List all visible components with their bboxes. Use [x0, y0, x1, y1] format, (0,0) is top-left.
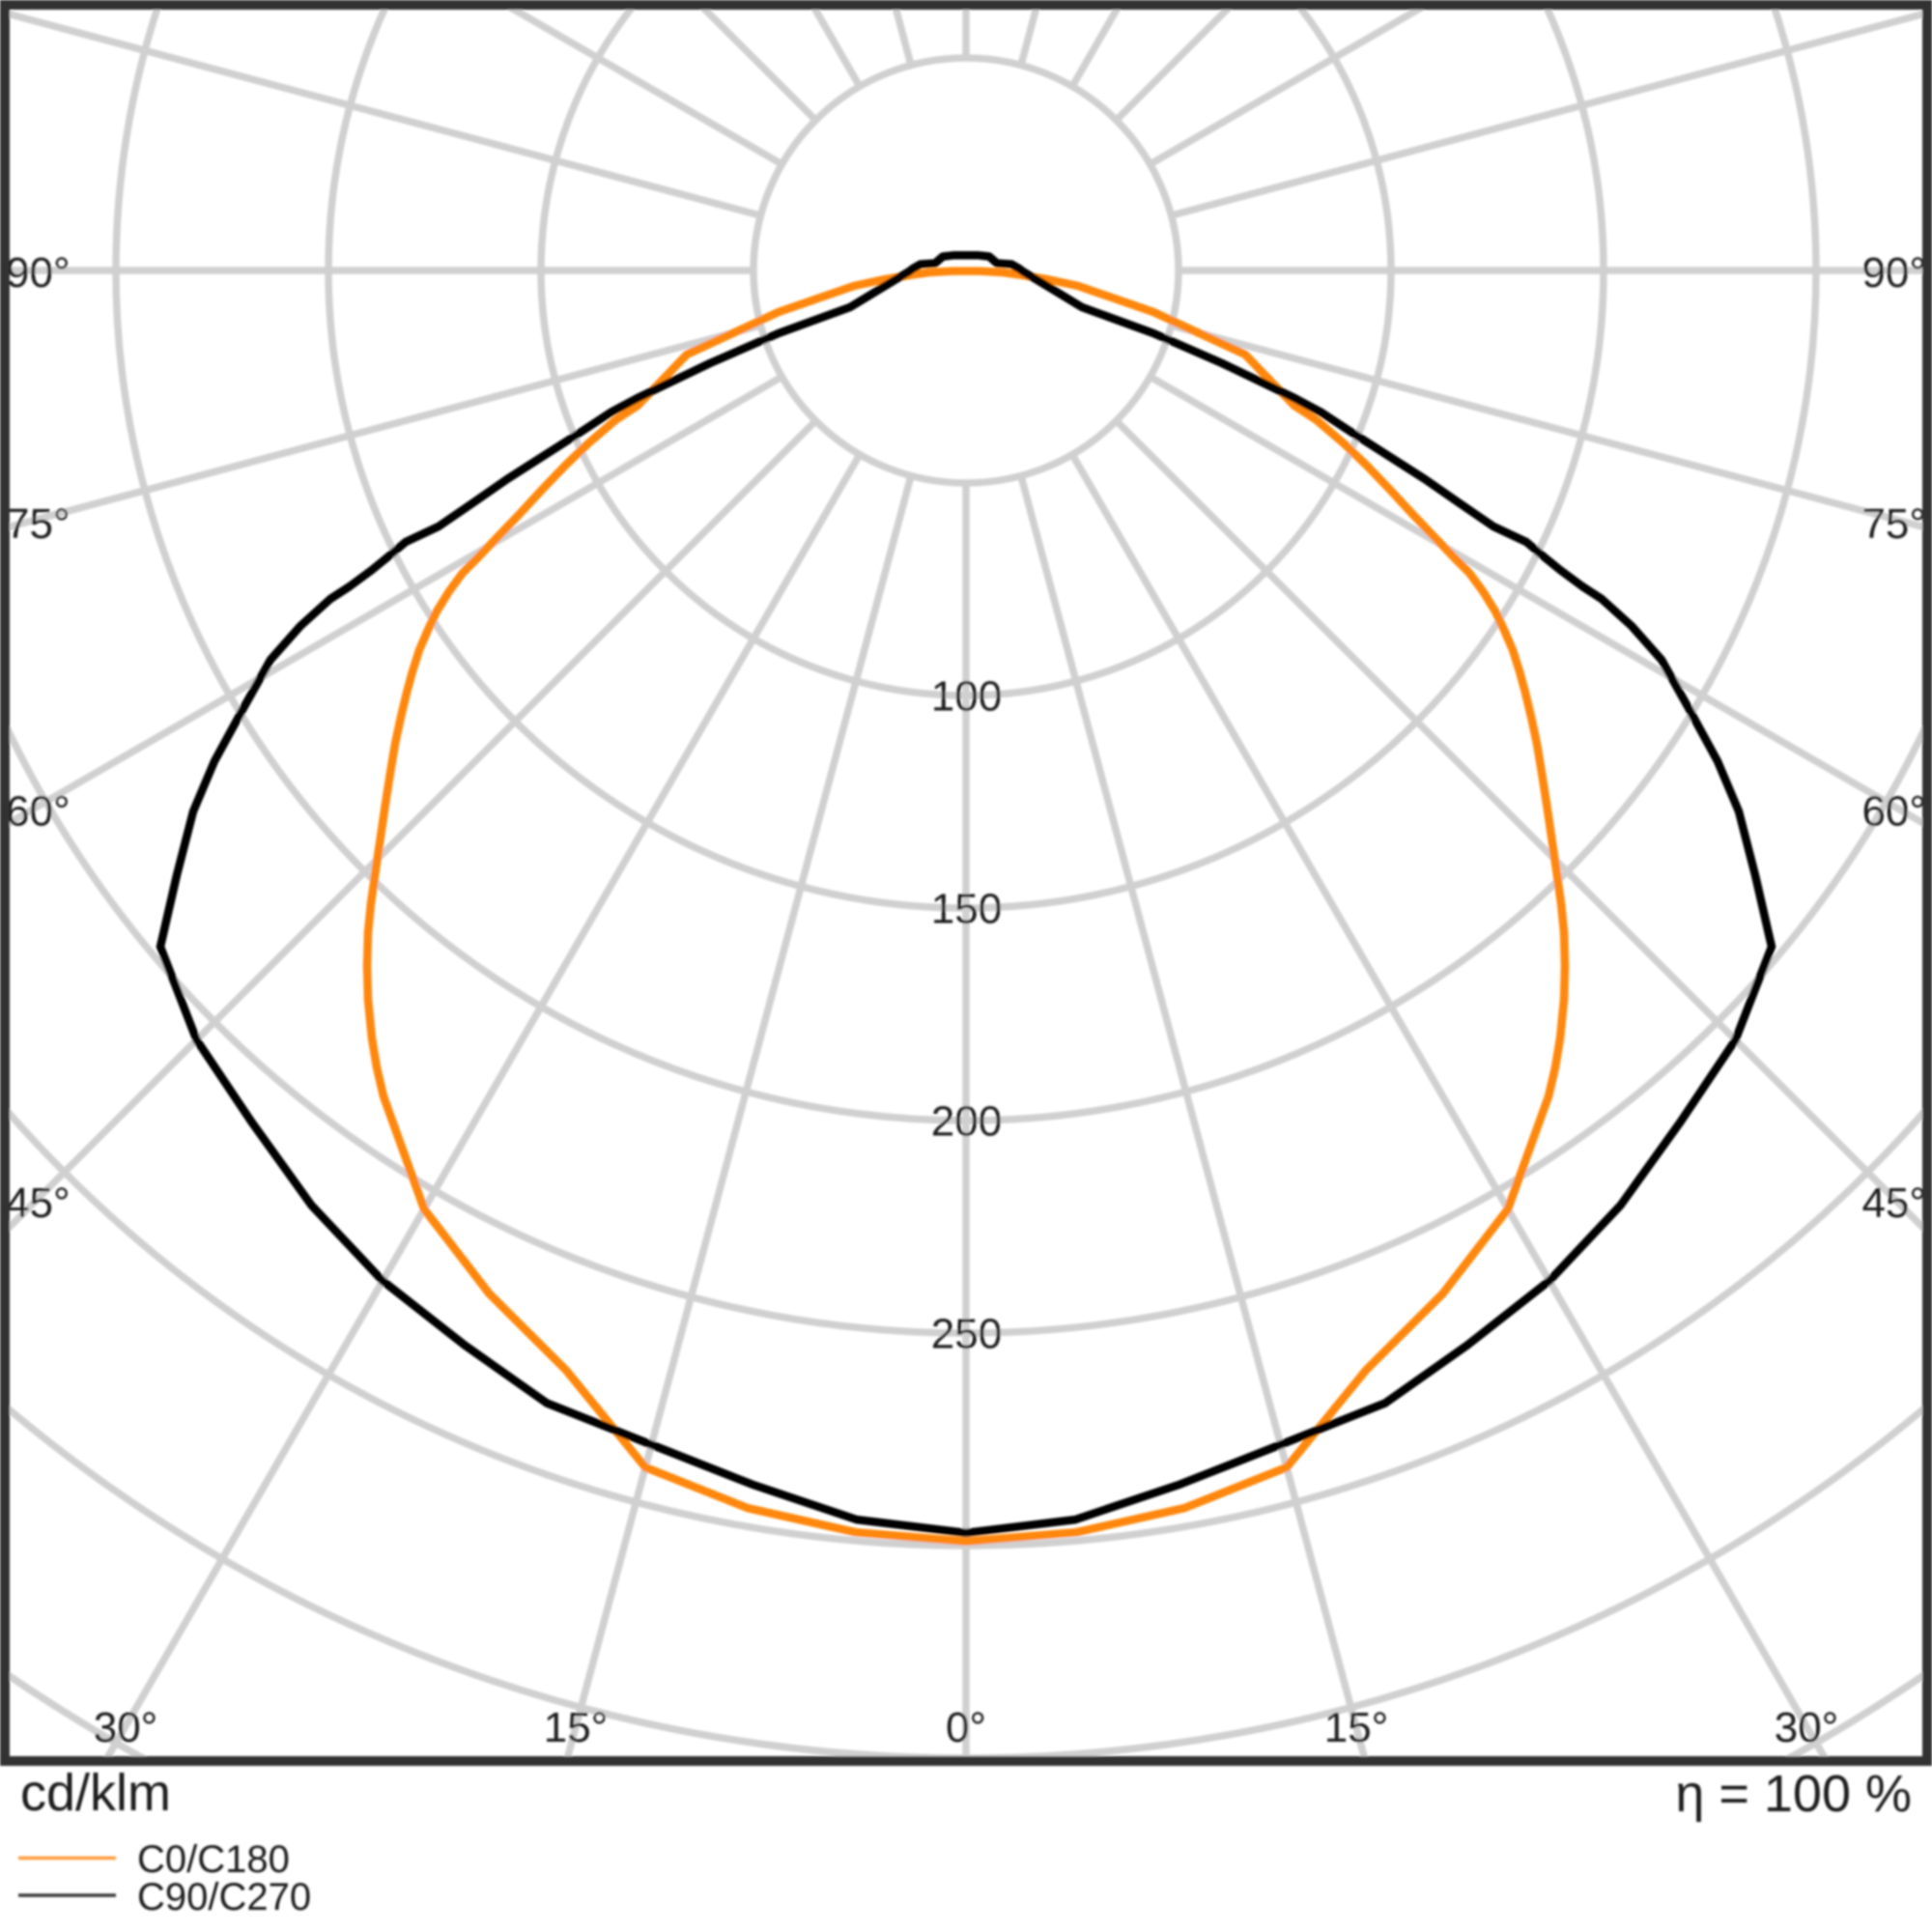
svg-text:η = 100 %: η = 100 %	[1675, 1765, 1912, 1823]
svg-text:60°: 60°	[1861, 788, 1926, 836]
svg-text:150: 150	[931, 886, 1002, 933]
svg-text:90°: 90°	[1861, 249, 1926, 297]
svg-text:250: 250	[931, 1311, 1002, 1358]
svg-text:0°: 0°	[946, 1704, 986, 1751]
svg-text:C90/C270: C90/C270	[137, 1876, 311, 1918]
svg-text:30°: 30°	[1775, 1704, 1839, 1751]
svg-text:45°: 45°	[6, 1179, 71, 1227]
svg-text:100: 100	[931, 673, 1002, 721]
svg-text:cd/klm: cd/klm	[20, 1764, 171, 1822]
svg-text:15°: 15°	[1324, 1704, 1389, 1751]
svg-text:C0/C180: C0/C180	[137, 1838, 290, 1881]
svg-text:75°: 75°	[6, 500, 71, 548]
svg-text:15°: 15°	[544, 1704, 609, 1751]
svg-text:75°: 75°	[1861, 500, 1926, 548]
svg-text:200: 200	[931, 1098, 1002, 1146]
svg-text:45°: 45°	[1861, 1179, 1926, 1227]
svg-text:60°: 60°	[6, 788, 71, 836]
svg-text:30°: 30°	[94, 1704, 158, 1751]
svg-text:90°: 90°	[6, 249, 71, 297]
